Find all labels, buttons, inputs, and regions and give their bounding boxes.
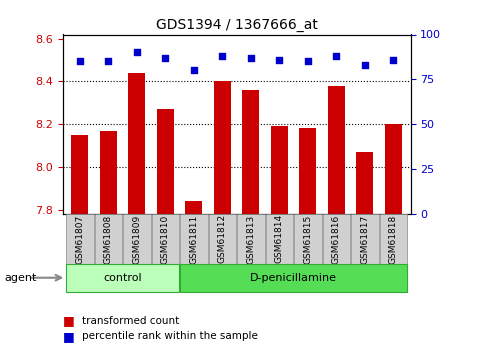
Point	[161, 55, 169, 61]
FancyBboxPatch shape	[323, 214, 350, 264]
Text: GSM61816: GSM61816	[332, 214, 341, 264]
Point	[333, 53, 341, 59]
Point	[104, 59, 112, 64]
Bar	[271, 126, 288, 214]
Point	[247, 55, 255, 61]
Text: GSM61818: GSM61818	[389, 214, 398, 264]
Bar	[242, 90, 259, 214]
Text: ■: ■	[63, 330, 79, 343]
Text: GSM61812: GSM61812	[218, 214, 227, 264]
FancyBboxPatch shape	[237, 214, 265, 264]
FancyBboxPatch shape	[66, 214, 94, 264]
FancyBboxPatch shape	[180, 214, 208, 264]
FancyBboxPatch shape	[266, 214, 293, 264]
Point	[76, 59, 84, 64]
FancyBboxPatch shape	[380, 214, 407, 264]
Text: transformed count: transformed count	[82, 316, 179, 326]
FancyBboxPatch shape	[351, 214, 379, 264]
FancyBboxPatch shape	[209, 214, 236, 264]
Text: GSM61808: GSM61808	[104, 214, 113, 264]
FancyBboxPatch shape	[294, 214, 322, 264]
Bar	[328, 86, 345, 214]
Text: control: control	[103, 273, 142, 283]
Title: GDS1394 / 1367666_at: GDS1394 / 1367666_at	[156, 18, 318, 32]
Text: GSM61811: GSM61811	[189, 214, 199, 264]
Point	[218, 53, 226, 59]
FancyBboxPatch shape	[152, 214, 179, 264]
Bar	[157, 109, 174, 214]
Text: GSM61817: GSM61817	[360, 214, 369, 264]
Text: GSM61807: GSM61807	[75, 214, 85, 264]
Bar	[385, 124, 402, 214]
FancyBboxPatch shape	[180, 264, 407, 292]
Bar	[185, 201, 202, 214]
Bar	[128, 73, 145, 214]
Point	[390, 57, 398, 62]
Text: GSM61815: GSM61815	[303, 214, 313, 264]
Point	[276, 57, 284, 62]
Text: percentile rank within the sample: percentile rank within the sample	[82, 332, 258, 341]
Point	[361, 62, 369, 68]
Text: GSM61813: GSM61813	[246, 214, 256, 264]
Text: GSM61810: GSM61810	[161, 214, 170, 264]
Text: GSM61809: GSM61809	[132, 214, 142, 264]
FancyBboxPatch shape	[66, 264, 179, 292]
Bar	[71, 135, 88, 214]
Text: D-penicillamine: D-penicillamine	[250, 273, 337, 283]
Text: GSM61814: GSM61814	[275, 214, 284, 264]
Bar	[299, 128, 316, 214]
FancyBboxPatch shape	[95, 214, 122, 264]
Bar	[356, 152, 373, 214]
Text: ■: ■	[63, 314, 79, 327]
FancyBboxPatch shape	[123, 214, 151, 264]
Text: agent: agent	[5, 273, 37, 283]
Point	[133, 50, 141, 55]
Point	[304, 59, 312, 64]
Bar	[100, 131, 117, 214]
Point	[190, 68, 198, 73]
Bar	[214, 81, 231, 214]
